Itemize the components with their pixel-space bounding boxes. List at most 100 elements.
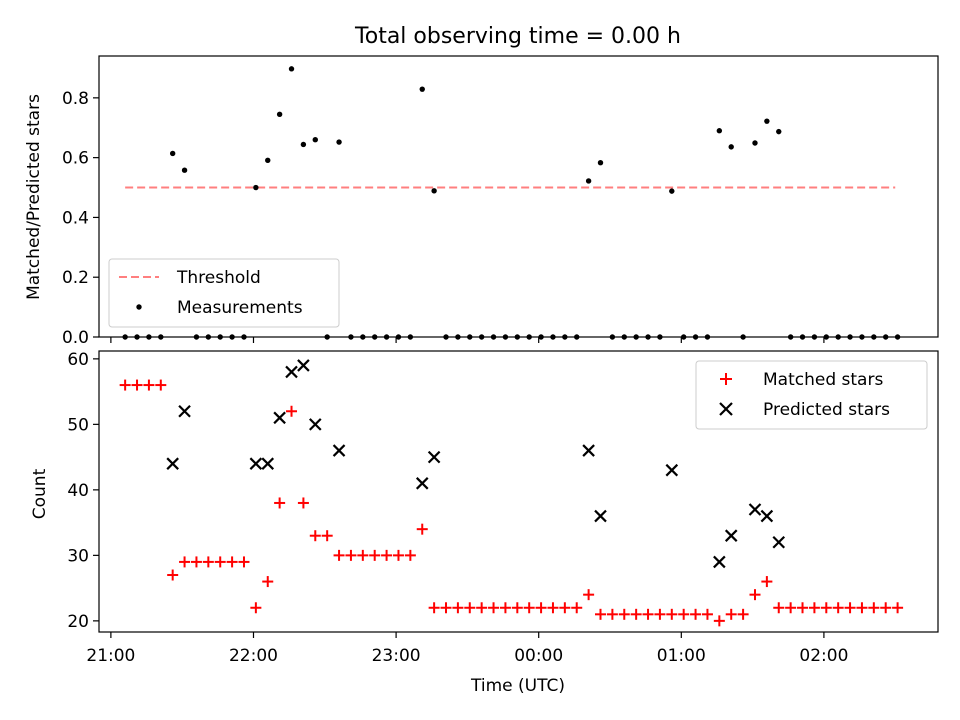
bottom-panel: 20 30 40 50 60 21:00 22:00 23:00 00:00 01:00 02:00…	[30, 350, 939, 696]
top-y-tick-label: 0.4	[62, 208, 89, 228]
matched-point	[880, 602, 892, 614]
matched-point	[214, 556, 226, 568]
bottom-y-tick-label: 50	[67, 415, 89, 435]
matched-point	[464, 602, 476, 614]
matched-point	[749, 589, 761, 601]
bottom-y-tick-label: 40	[67, 481, 89, 501]
measurement-point	[336, 139, 342, 145]
predicted-point	[772, 535, 786, 549]
bottom-y-tick-label: 20	[67, 612, 89, 632]
matched-point	[737, 608, 749, 620]
measurement-point	[419, 86, 425, 92]
matched-point	[559, 602, 571, 614]
matched-point	[202, 556, 214, 568]
matched-point	[535, 602, 547, 614]
measurement-point	[669, 188, 675, 194]
x-tick-label: 23:00	[372, 646, 421, 666]
legend-threshold-label: Threshold	[176, 268, 261, 288]
top-axes-frame	[98, 55, 939, 338]
matched-point	[797, 602, 809, 614]
top-legend: Threshold Measurements	[108, 258, 340, 328]
predicted-point	[665, 463, 679, 477]
matched-point	[630, 608, 642, 620]
measurement-point	[728, 144, 734, 150]
matched-point	[832, 602, 844, 614]
matched-point	[511, 602, 523, 614]
top-y-tick-label: 0.6	[62, 149, 89, 169]
matched-point	[808, 602, 820, 614]
top-panel: Total observing time = 0.00 h 0.00.20.40…	[24, 24, 939, 348]
matched-point	[785, 602, 797, 614]
measurement-point	[288, 66, 295, 72]
matched-point	[666, 608, 678, 620]
measurement-point	[265, 157, 271, 164]
matched-point	[868, 602, 880, 614]
matched-point	[690, 608, 702, 620]
bottom-legend-box	[695, 360, 928, 430]
bottom-series-1	[166, 359, 786, 569]
matched-point	[404, 549, 416, 561]
measurement-point	[312, 137, 318, 143]
predicted-point	[713, 555, 726, 569]
matched-point	[713, 615, 725, 627]
measurement-point	[276, 111, 283, 117]
matched-point	[476, 602, 488, 614]
measurement-point	[300, 141, 307, 148]
measurement-point	[764, 118, 770, 124]
matched-point	[286, 405, 298, 417]
predicted-point	[273, 411, 286, 425]
predicted-point	[427, 450, 441, 464]
matched-point	[345, 549, 357, 561]
x-tick-label: 22:00	[229, 646, 278, 666]
bottom-axes: 20 30 40 50 60 21:00 22:00 23:00 00:00 01:00 02:00	[67, 350, 848, 666]
top-legend-box	[108, 258, 340, 328]
measurement-point	[169, 150, 176, 157]
measurement-point	[776, 128, 782, 135]
predicted-point	[748, 503, 762, 516]
matched-point	[309, 530, 321, 542]
matched-point	[571, 602, 583, 614]
top-y-axis-label: Matched/Predicted stars	[24, 94, 44, 300]
matched-point	[297, 497, 309, 509]
matched-point	[606, 608, 618, 620]
chart-title: Total observing time = 0.00 h	[354, 24, 681, 49]
x-tick-label: 01:00	[657, 646, 706, 666]
legend-matched-marker	[720, 373, 732, 385]
bottom-axes-frame	[98, 350, 939, 633]
matched-point	[155, 379, 167, 391]
predicted-point	[297, 359, 310, 372]
top-axes: 0.0 0.2 0.4 0.6 0.8	[62, 89, 825, 348]
matched-point	[820, 602, 832, 614]
x-axis-label: Time (UTC)	[470, 676, 565, 696]
legend-measurement-marker	[136, 304, 142, 310]
matched-point	[250, 602, 262, 614]
matched-point	[844, 602, 856, 614]
measurement-point	[181, 167, 188, 173]
predicted-point	[332, 444, 346, 457]
measurement-point	[752, 140, 758, 146]
matched-point	[452, 602, 464, 614]
matched-point	[678, 608, 690, 620]
x-tick-label: 21:00	[86, 646, 135, 666]
bottom-y-axis-label: Count	[30, 468, 50, 519]
matched-point	[321, 530, 333, 542]
predicted-point	[178, 404, 191, 418]
predicted-point	[249, 457, 263, 470]
matched-point	[892, 602, 904, 614]
top-y-tick-label: 0.8	[62, 89, 89, 109]
bottom-legend: Matched stars Predicted stars	[695, 360, 928, 430]
matched-point	[440, 602, 452, 614]
matched-point	[499, 602, 511, 614]
matched-point	[856, 602, 868, 614]
x-tick-label: 00:00	[514, 646, 563, 666]
matched-point	[333, 549, 345, 561]
x-tick-label: 02:00	[799, 646, 848, 666]
matched-point	[428, 602, 440, 614]
bottom-plot-marks	[119, 359, 904, 627]
predicted-point	[285, 365, 298, 379]
matched-point	[369, 549, 381, 561]
predicted-point	[415, 477, 429, 490]
matched-point	[773, 602, 785, 614]
